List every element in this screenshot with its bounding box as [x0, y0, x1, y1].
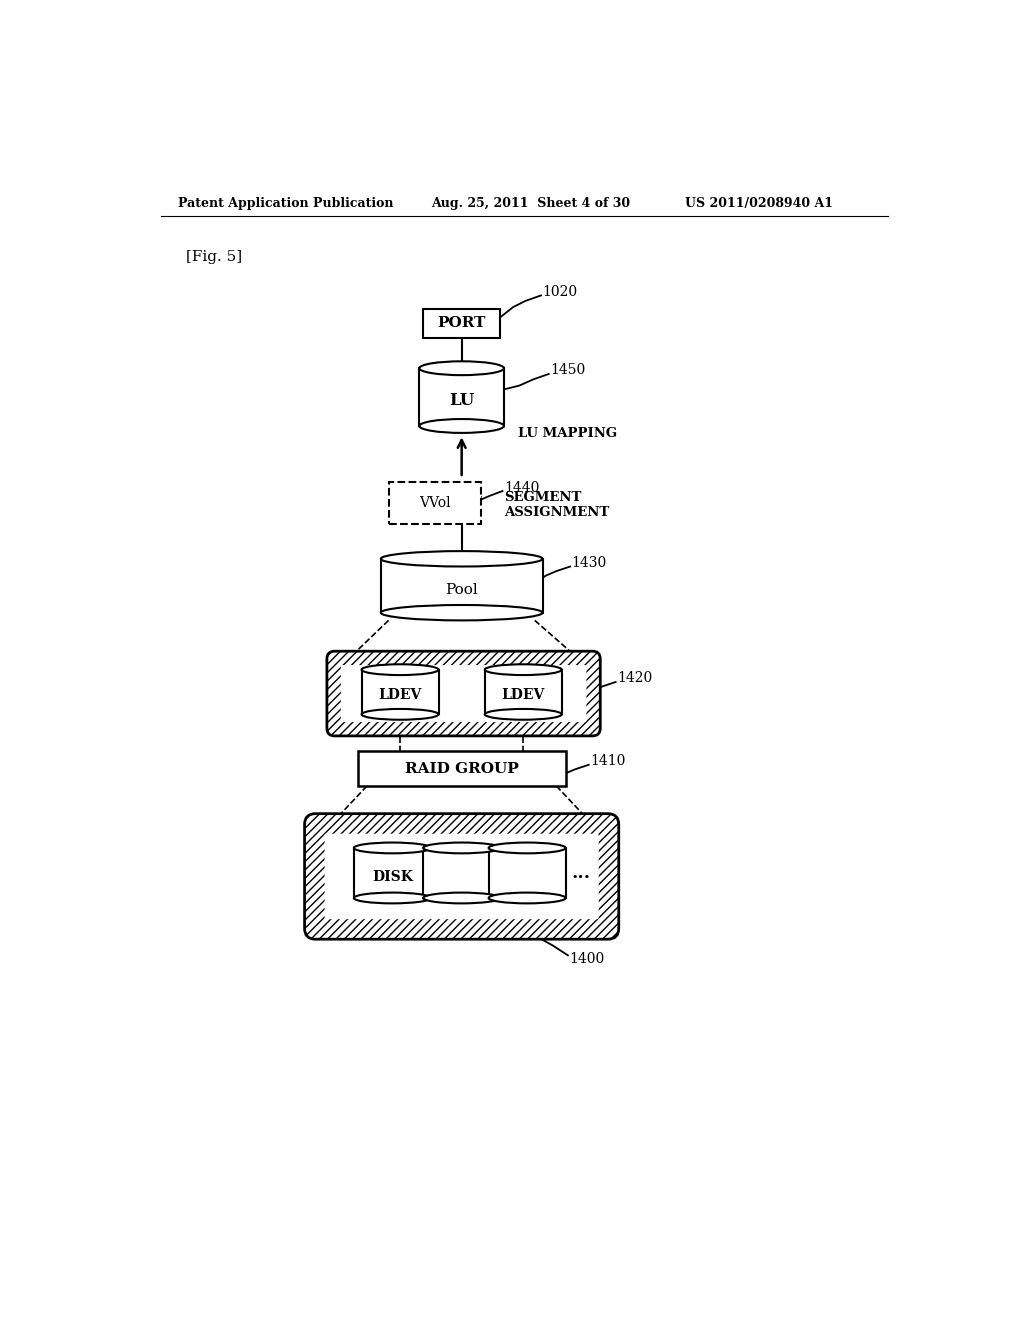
Text: Aug. 25, 2011  Sheet 4 of 30: Aug. 25, 2011 Sheet 4 of 30	[431, 197, 630, 210]
Ellipse shape	[354, 842, 431, 853]
Ellipse shape	[354, 892, 431, 903]
Ellipse shape	[423, 892, 500, 903]
Ellipse shape	[488, 892, 565, 903]
Bar	[484, 669, 562, 714]
Text: US 2011/0208940 A1: US 2011/0208940 A1	[685, 197, 833, 210]
Text: 1410: 1410	[590, 754, 626, 768]
Bar	[423, 847, 500, 898]
Text: ...: ...	[571, 865, 591, 882]
FancyBboxPatch shape	[304, 813, 618, 940]
Ellipse shape	[419, 418, 504, 433]
Bar	[419, 368, 504, 426]
Text: LDEV: LDEV	[502, 688, 545, 702]
Text: DISK: DISK	[372, 870, 413, 884]
Text: 1400: 1400	[569, 952, 605, 966]
Ellipse shape	[361, 664, 438, 675]
Text: VVol: VVol	[419, 496, 451, 510]
Ellipse shape	[361, 709, 438, 719]
Bar	[388, 482, 481, 524]
Ellipse shape	[484, 709, 562, 719]
Ellipse shape	[484, 664, 562, 675]
Text: 1420: 1420	[617, 671, 652, 685]
FancyBboxPatch shape	[325, 834, 599, 919]
Ellipse shape	[381, 605, 543, 620]
Bar	[381, 558, 543, 612]
Text: PORT: PORT	[437, 317, 485, 330]
Text: Patent Application Publication: Patent Application Publication	[178, 197, 394, 210]
Text: 1450: 1450	[550, 363, 586, 378]
FancyBboxPatch shape	[327, 651, 600, 737]
Bar	[361, 669, 438, 714]
Bar	[423, 309, 500, 338]
Text: SEGMENT
ASSIGNMENT: SEGMENT ASSIGNMENT	[504, 491, 609, 519]
Text: 1020: 1020	[543, 285, 578, 298]
Text: LU: LU	[449, 392, 474, 409]
Ellipse shape	[419, 362, 504, 375]
Text: 1430: 1430	[571, 556, 607, 570]
Text: Pool: Pool	[445, 582, 478, 597]
Text: LDEV: LDEV	[379, 688, 422, 702]
Bar	[354, 847, 431, 898]
Ellipse shape	[423, 842, 500, 853]
Text: [Fig. 5]: [Fig. 5]	[186, 249, 242, 264]
Ellipse shape	[381, 552, 543, 566]
Text: LU MAPPING: LU MAPPING	[518, 428, 617, 440]
Text: 1440: 1440	[504, 480, 540, 495]
Bar	[357, 751, 565, 785]
Text: RAID GROUP: RAID GROUP	[404, 762, 518, 776]
FancyBboxPatch shape	[341, 665, 587, 722]
Bar	[488, 847, 565, 898]
Ellipse shape	[488, 842, 565, 853]
